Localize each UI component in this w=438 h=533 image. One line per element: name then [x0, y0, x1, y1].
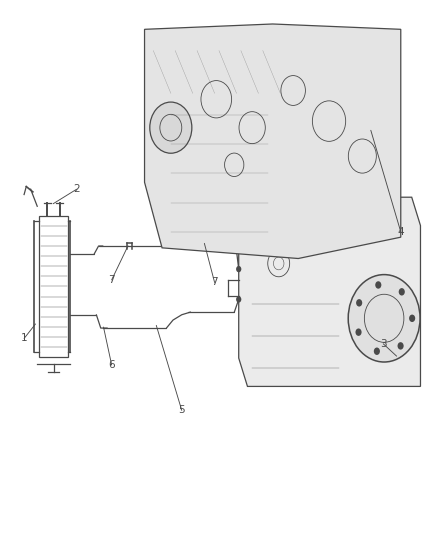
Text: 5: 5 [178, 406, 185, 415]
Circle shape [356, 328, 362, 336]
Circle shape [236, 266, 241, 272]
Circle shape [236, 296, 241, 303]
Circle shape [399, 288, 405, 295]
Text: 4: 4 [397, 227, 404, 237]
Polygon shape [145, 24, 401, 259]
Circle shape [409, 314, 415, 322]
Circle shape [348, 274, 420, 362]
Circle shape [375, 281, 381, 289]
Circle shape [398, 342, 404, 350]
Circle shape [374, 348, 380, 355]
Text: 3: 3 [380, 339, 387, 349]
Circle shape [356, 299, 362, 306]
Text: 7: 7 [211, 278, 218, 287]
Text: 7: 7 [108, 275, 115, 285]
Circle shape [150, 102, 192, 153]
Text: 1: 1 [21, 334, 28, 343]
Polygon shape [239, 197, 420, 386]
Text: 2: 2 [73, 184, 80, 194]
Bar [39, 216, 68, 357]
Text: 6: 6 [108, 360, 115, 370]
